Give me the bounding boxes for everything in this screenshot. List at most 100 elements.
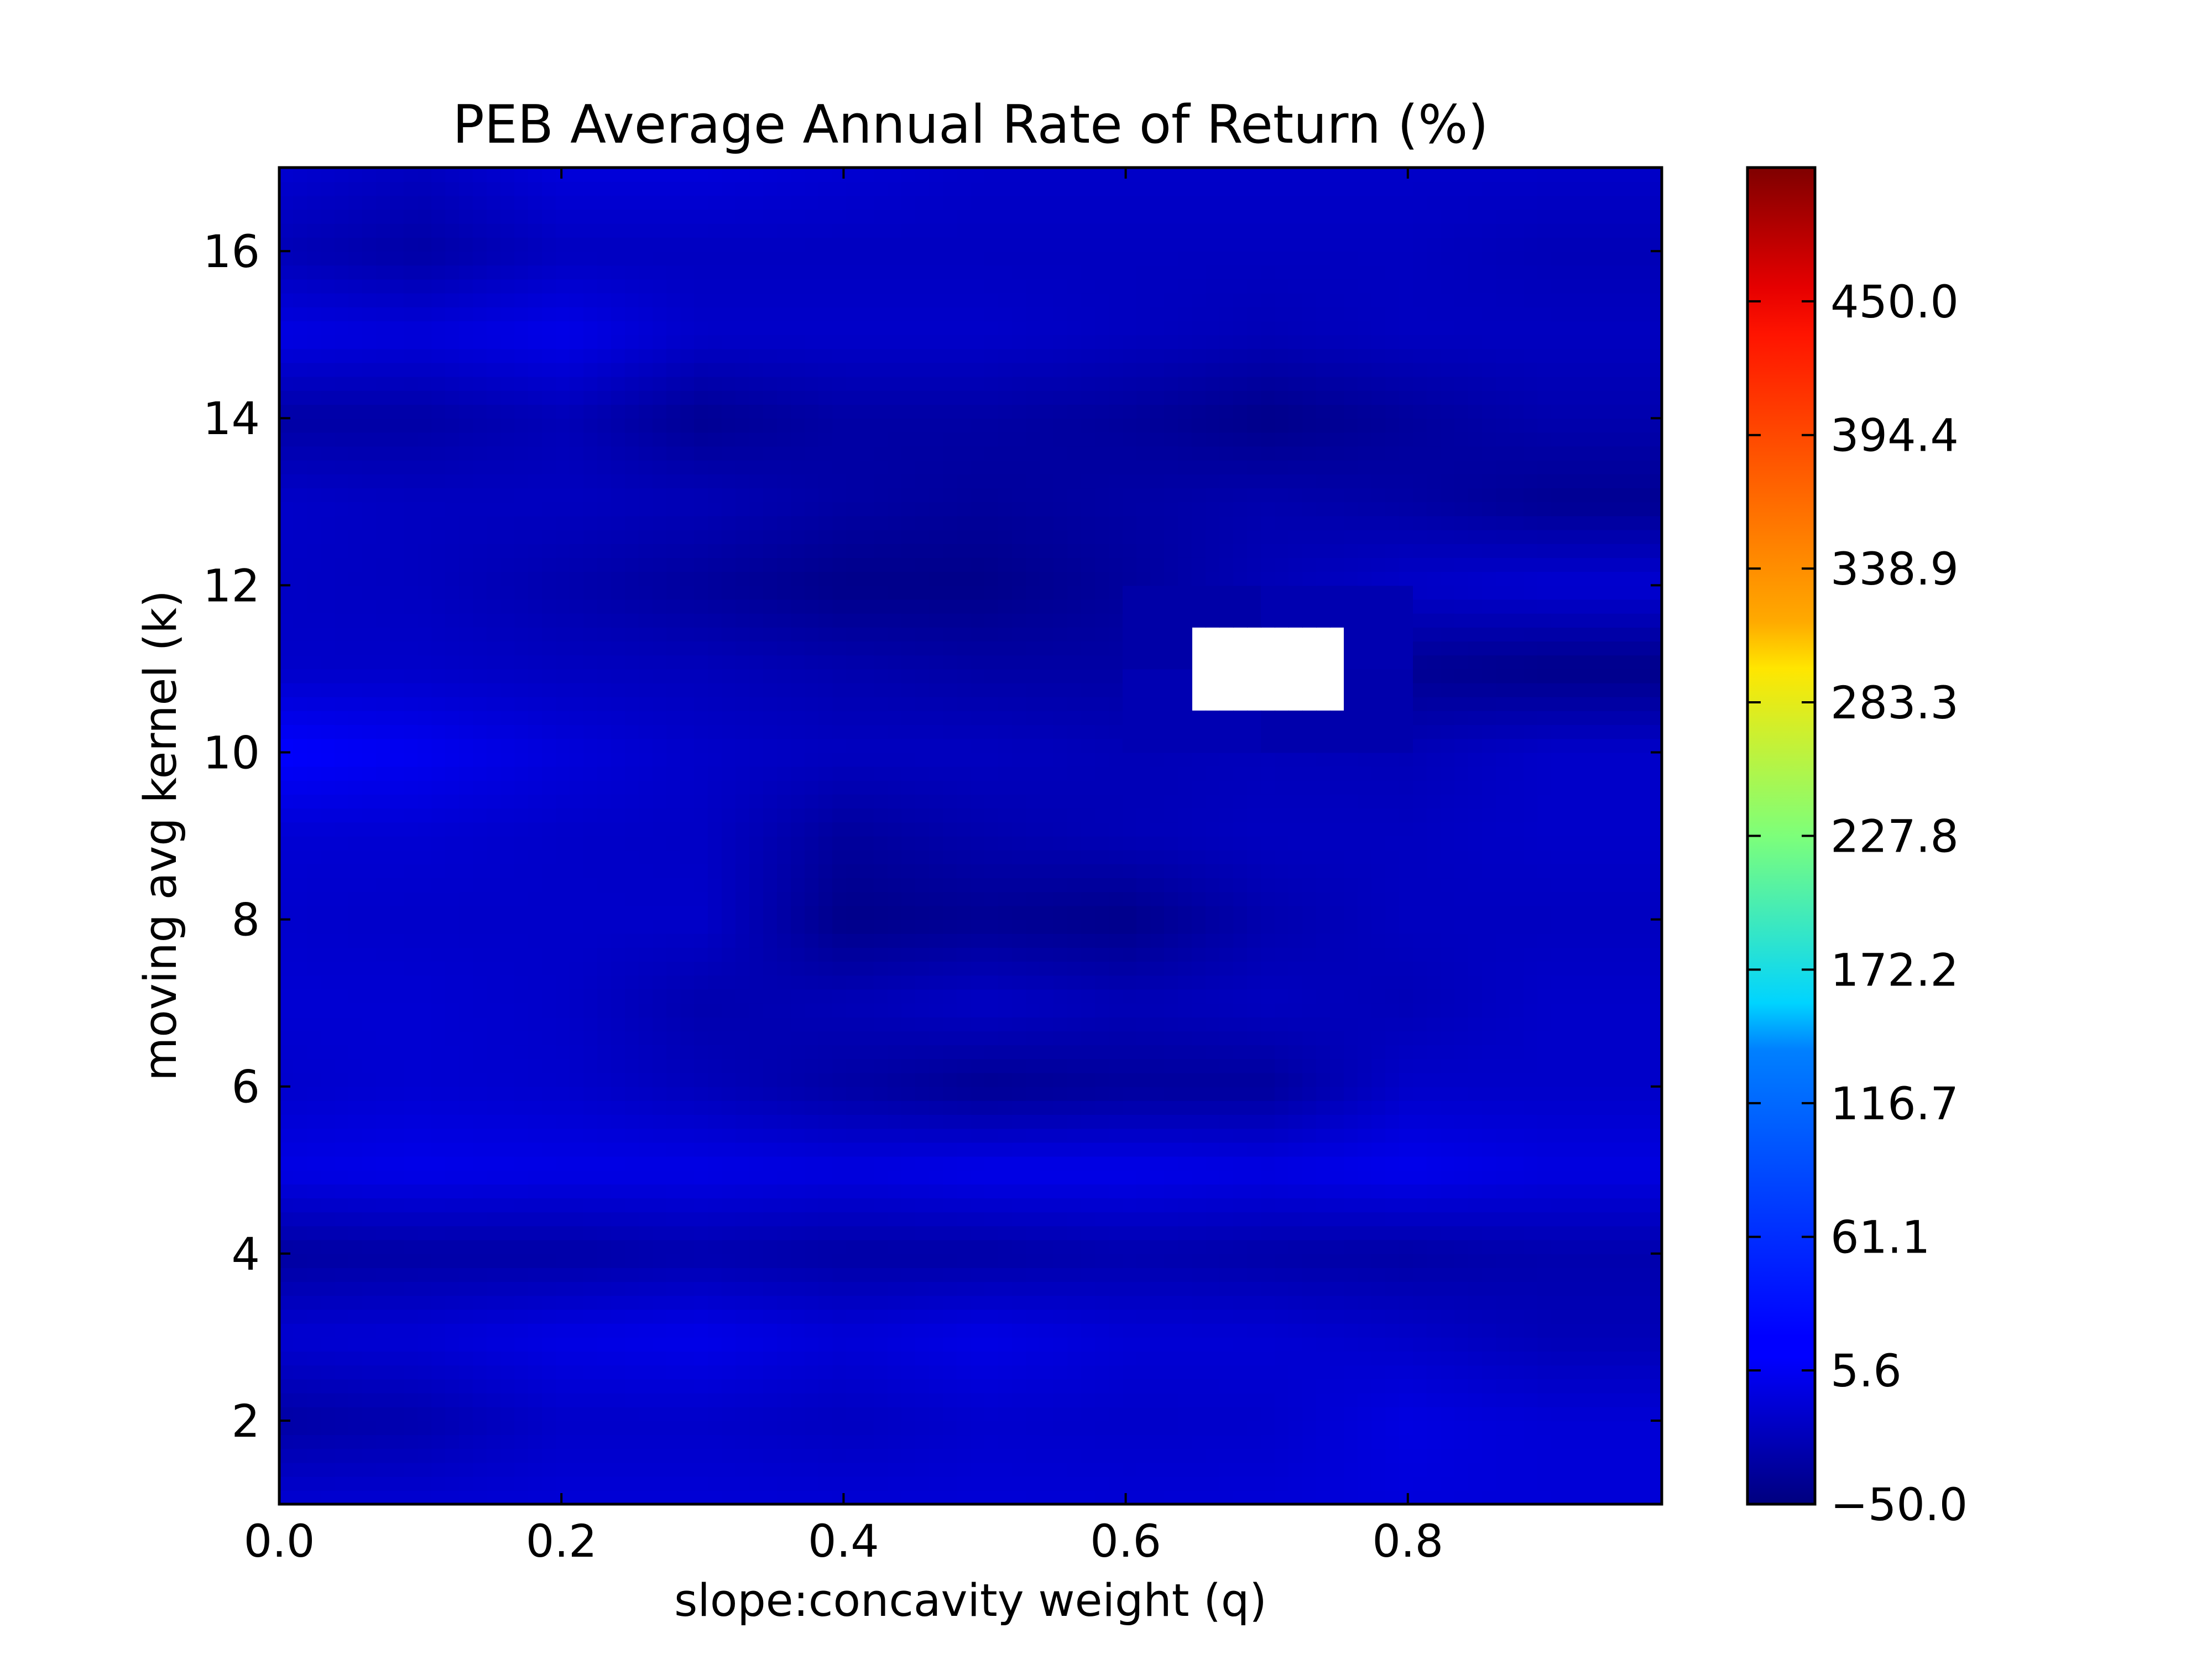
heatmap-cell	[1164, 1253, 1178, 1268]
heatmap-cell	[1537, 1295, 1552, 1310]
heatmap-cell	[376, 1198, 390, 1213]
heatmap-cell	[1593, 1434, 1607, 1449]
heatmap-cell	[1496, 905, 1510, 920]
heatmap-cell	[1219, 1114, 1234, 1129]
heatmap-cell	[763, 1434, 778, 1449]
heatmap-cell	[1219, 1016, 1234, 1031]
heatmap-cell	[459, 1392, 473, 1407]
heatmap-cell	[680, 808, 695, 823]
heatmap-cell	[1551, 1267, 1566, 1282]
heatmap-cell	[1316, 1476, 1331, 1491]
heatmap-cell	[390, 1086, 404, 1101]
heatmap-cell	[1026, 1448, 1040, 1463]
heatmap-cell	[1634, 1058, 1648, 1073]
heatmap-cell	[818, 989, 833, 1004]
heatmap-cell	[431, 891, 446, 906]
heatmap-cell	[487, 1239, 501, 1254]
heatmap-cell	[1026, 1142, 1040, 1157]
heatmap-cell	[666, 1379, 681, 1394]
heatmap-cell	[1441, 933, 1455, 948]
heatmap-cell	[1427, 1309, 1441, 1324]
heatmap-cell	[957, 1045, 971, 1060]
heatmap-cell	[722, 822, 736, 837]
heatmap-cell	[1081, 808, 1095, 823]
heatmap-cell	[1316, 863, 1331, 879]
heatmap-cell	[570, 1142, 584, 1157]
heatmap-cell	[666, 1045, 681, 1060]
heatmap-cell	[1620, 1086, 1635, 1101]
heatmap-cell	[625, 1309, 639, 1324]
heatmap-cell	[431, 878, 446, 893]
heatmap-cell	[431, 905, 446, 920]
heatmap-cell	[1344, 1003, 1358, 1018]
heatmap-cell	[1219, 863, 1234, 879]
heatmap-cell	[1053, 1434, 1068, 1449]
heatmap-cell	[1316, 1030, 1331, 1046]
heatmap-cell	[459, 1239, 473, 1254]
heatmap-cell	[1468, 905, 1483, 920]
heatmap-cell	[1219, 849, 1234, 864]
heatmap-cell	[708, 1295, 722, 1310]
heatmap-cell	[1510, 1476, 1524, 1491]
heatmap-cell	[680, 836, 695, 851]
heatmap-cell	[376, 1030, 390, 1046]
heatmap-cell	[1620, 919, 1635, 934]
heatmap-cell	[763, 1490, 778, 1504]
heatmap-cell	[943, 1365, 957, 1380]
heatmap-cell	[1496, 849, 1510, 864]
heatmap-cell	[1441, 1253, 1455, 1268]
heatmap-cell	[1330, 1337, 1344, 1352]
heatmap-cell	[1012, 1490, 1026, 1504]
heatmap-cell	[943, 1420, 957, 1436]
heatmap-cell	[390, 1072, 404, 1087]
heatmap-cell	[1302, 1212, 1317, 1227]
heatmap-cell	[915, 863, 930, 879]
heatmap-cell	[805, 1337, 819, 1352]
heatmap-cell	[514, 1114, 529, 1129]
heatmap-cell	[805, 1448, 819, 1463]
heatmap-cell	[514, 1420, 529, 1436]
heatmap-cell	[901, 1253, 916, 1268]
heatmap-cell	[1067, 1170, 1082, 1185]
heatmap-cell	[1427, 1253, 1441, 1268]
heatmap-cell	[874, 947, 888, 962]
heatmap-cell	[1053, 1128, 1068, 1143]
heatmap-cell	[625, 933, 639, 948]
heatmap-cell	[1178, 1476, 1192, 1491]
heatmap-cell	[680, 1406, 695, 1421]
heatmap-cell	[542, 1379, 556, 1394]
heatmap-cell	[846, 1058, 860, 1073]
heatmap-cell	[957, 1003, 971, 1018]
heatmap-cell	[362, 836, 377, 851]
heatmap-cell	[1427, 1392, 1441, 1407]
heatmap-cell	[653, 1351, 667, 1366]
heatmap-cell	[653, 1420, 667, 1436]
heatmap-cell	[1095, 905, 1109, 920]
heatmap-cell	[1537, 1100, 1552, 1115]
heatmap-cell	[1178, 905, 1192, 920]
heatmap-cell	[791, 961, 805, 976]
heatmap-cell	[1206, 1114, 1220, 1129]
heatmap-cell	[1496, 1420, 1510, 1436]
heatmap-cell	[1551, 808, 1566, 823]
heatmap-cell	[445, 1253, 460, 1268]
heatmap-cell	[1441, 808, 1455, 823]
heatmap-cell	[473, 1239, 487, 1254]
heatmap-cell	[1648, 1337, 1662, 1352]
heatmap-cell	[583, 1128, 598, 1143]
heatmap-cell	[404, 1183, 418, 1199]
heatmap-cell	[500, 1225, 515, 1240]
heatmap-cell	[888, 1198, 902, 1213]
heatmap-cell	[805, 1309, 819, 1324]
heatmap-cell	[362, 1295, 377, 1310]
heatmap-cell	[1302, 1016, 1317, 1031]
heatmap-cell	[570, 849, 584, 864]
heatmap-cell	[1316, 1072, 1331, 1087]
heatmap-cell	[1579, 1420, 1593, 1436]
heatmap-cell	[1593, 1476, 1607, 1491]
heatmap-cell	[1441, 1003, 1455, 1018]
heatmap-cell	[1634, 1239, 1648, 1254]
heatmap-cell	[1275, 905, 1289, 920]
heatmap-cell	[528, 1045, 542, 1060]
heatmap-cell	[307, 1198, 321, 1213]
